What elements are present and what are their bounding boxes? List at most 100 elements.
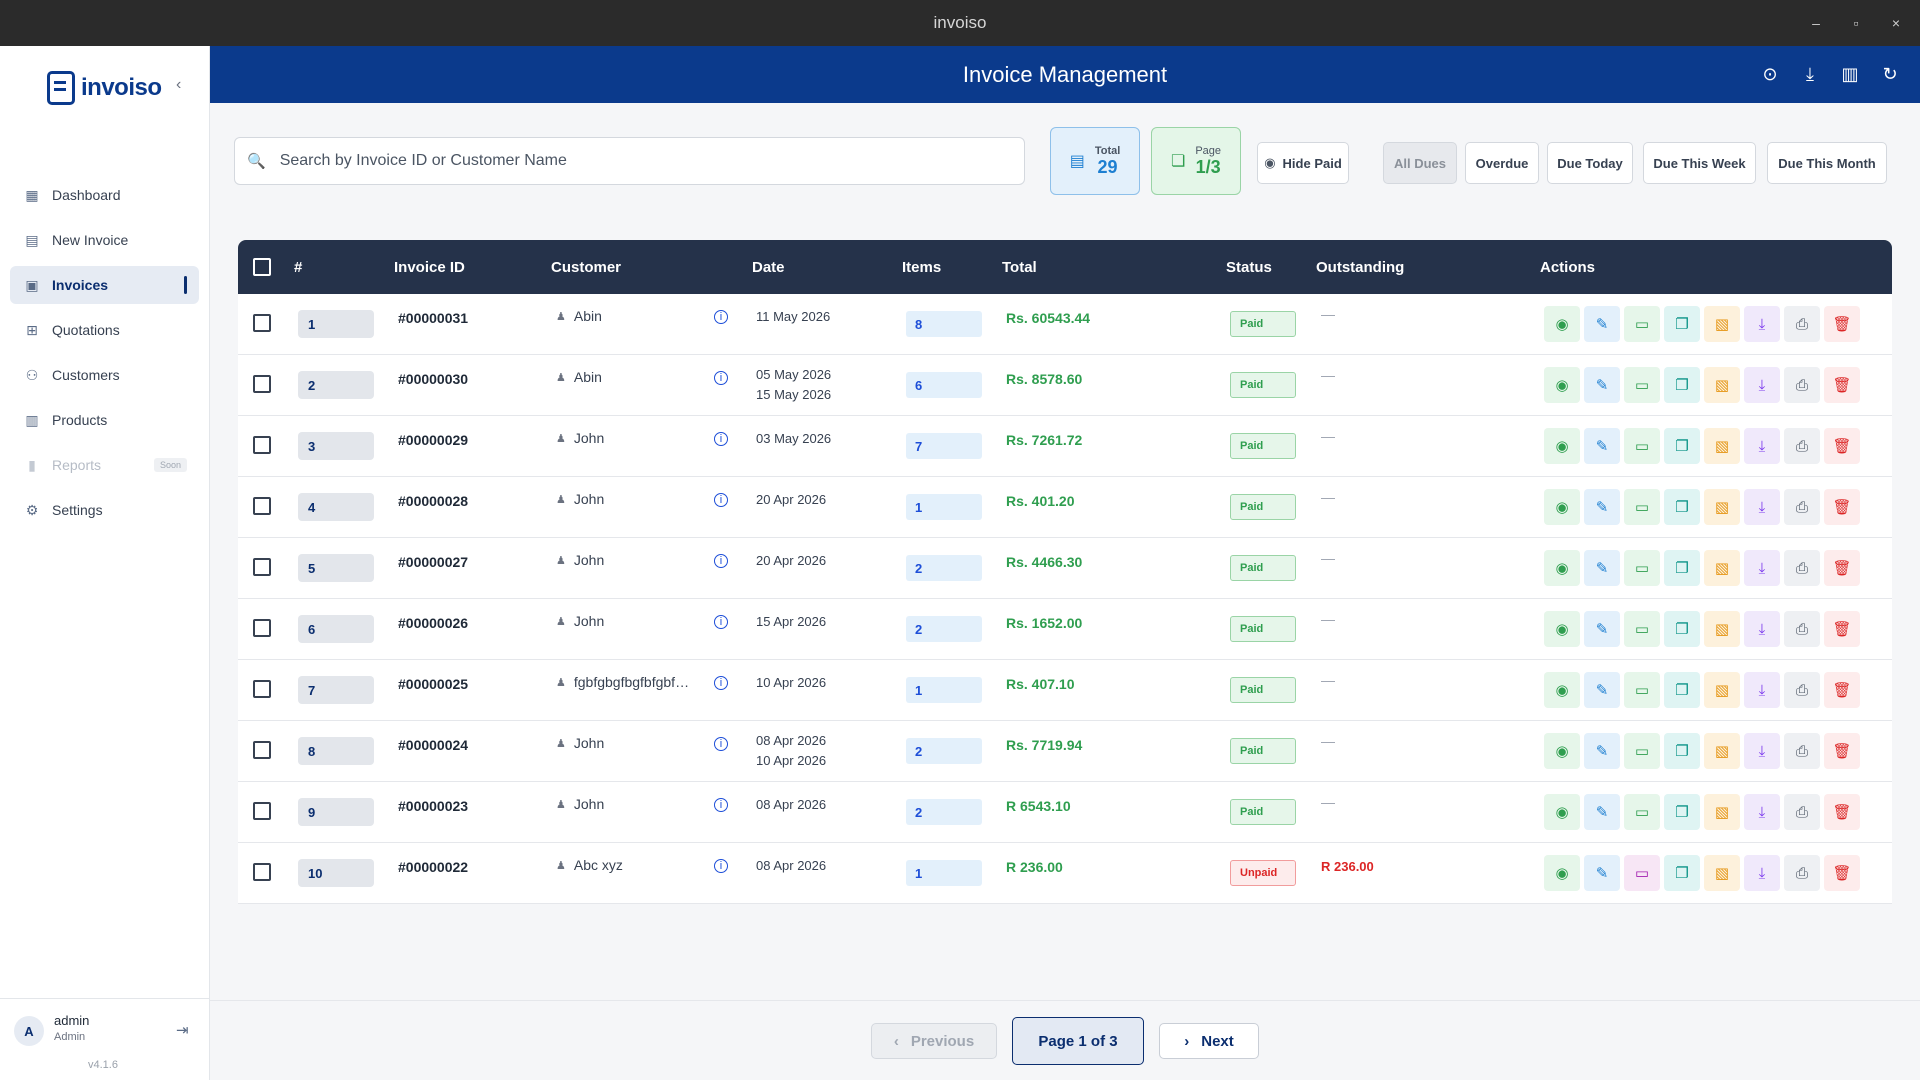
view-eye-icon[interactable]: ◉ (1544, 855, 1580, 891)
row-checkbox[interactable] (253, 619, 271, 637)
sidebar-item-customers[interactable]: ⚇ Customers (10, 356, 199, 394)
customer-info-icon[interactable]: i (714, 859, 728, 873)
download-pdf-icon[interactable]: ⤓ (1744, 855, 1780, 891)
edit-pencil-icon[interactable]: ✎ (1584, 306, 1620, 342)
payment-icon[interactable]: ▭ (1624, 672, 1660, 708)
customer-info-icon[interactable]: i (714, 676, 728, 690)
table-row[interactable]: 6 #00000026 ♟ John i 15 Apr 2026 2 Rs. 1652.00 P… (238, 599, 1892, 660)
edit-pencil-icon[interactable]: ✎ (1584, 489, 1620, 525)
hide-paid-button[interactable]: ◉ Hide Paid (1257, 142, 1349, 184)
sidebar-item-settings[interactable]: ⚙ Settings (10, 491, 199, 529)
table-row[interactable]: 4 #00000028 ♟ John i 20 Apr 2026 1 Rs. 401.20 Pa… (238, 477, 1892, 538)
print-icon[interactable]: ⎙ (1784, 855, 1820, 891)
duplicate-icon[interactable]: ❐ (1664, 794, 1700, 830)
filter-due-this-month[interactable]: Due This Month (1767, 142, 1887, 184)
sidebar-item-new-invoice[interactable]: ▤ New Invoice (10, 221, 199, 259)
row-checkbox[interactable] (253, 436, 271, 454)
download-pdf-icon[interactable]: ⤓ (1744, 733, 1780, 769)
print-icon[interactable]: ⎙ (1784, 794, 1820, 830)
payment-icon[interactable]: ▭ (1624, 855, 1660, 891)
download-pdf-icon[interactable]: ⤓ (1744, 306, 1780, 342)
table-row[interactable]: 2 #00000030 ♟ Abin i 05 May 2026 15 May 2026 6 R… (238, 355, 1892, 416)
minimize-icon[interactable]: – (1812, 15, 1820, 31)
delete-trash-icon[interactable]: 🗑 (1824, 794, 1860, 830)
view-eye-icon[interactable]: ◉ (1544, 611, 1580, 647)
refresh-icon[interactable]: ↻ (1882, 63, 1898, 84)
customer-info-icon[interactable]: i (714, 371, 728, 385)
view-eye-icon[interactable]: ◉ (1544, 672, 1580, 708)
export-image-icon[interactable]: ▧ (1704, 733, 1740, 769)
customer-info-icon[interactable]: i (714, 554, 728, 568)
customer-info-icon[interactable]: i (714, 432, 728, 446)
export-image-icon[interactable]: ▧ (1704, 306, 1740, 342)
download-pdf-icon[interactable]: ⤓ (1744, 489, 1780, 525)
export-image-icon[interactable]: ▧ (1704, 367, 1740, 403)
payment-icon[interactable]: ▭ (1624, 367, 1660, 403)
download-pdf-icon[interactable]: ⤓ (1744, 611, 1780, 647)
edit-pencil-icon[interactable]: ✎ (1584, 428, 1620, 464)
export-image-icon[interactable]: ▧ (1704, 794, 1740, 830)
download-pdf-icon[interactable]: ⤓ (1744, 794, 1780, 830)
print-icon[interactable]: ⎙ (1784, 489, 1820, 525)
print-icon[interactable]: ⎙ (1784, 550, 1820, 586)
payment-icon[interactable]: ▭ (1624, 733, 1660, 769)
filter-due-today[interactable]: Due Today (1547, 142, 1633, 184)
payment-icon[interactable]: ▭ (1624, 428, 1660, 464)
edit-pencil-icon[interactable]: ✎ (1584, 855, 1620, 891)
table-row[interactable]: 9 #00000023 ♟ John i 08 Apr 2026 2 R 6543.10 Pai… (238, 782, 1892, 843)
customer-info-icon[interactable]: i (714, 798, 728, 812)
download-pdf-icon[interactable]: ⤓ (1744, 367, 1780, 403)
sidebar-item-invoices[interactable]: ▣ Invoices (10, 266, 199, 304)
sidebar-item-products[interactable]: ▥ Products (10, 401, 199, 439)
print-icon[interactable]: ⎙ (1784, 428, 1820, 464)
print-icon[interactable]: ⎙ (1784, 611, 1820, 647)
row-checkbox[interactable] (253, 497, 271, 515)
row-checkbox[interactable] (253, 741, 271, 759)
print-icon[interactable]: ⎙ (1784, 733, 1820, 769)
maximize-icon[interactable]: ▫ (1853, 15, 1859, 31)
payment-icon[interactable]: ▭ (1624, 611, 1660, 647)
delete-trash-icon[interactable]: 🗑 (1824, 428, 1860, 464)
row-checkbox[interactable] (253, 863, 271, 881)
import-icon[interactable]: ⊙ (1762, 63, 1778, 84)
duplicate-icon[interactable]: ❐ (1664, 306, 1700, 342)
bulk-delete-icon[interactable]: ▥ (1841, 63, 1859, 84)
export-image-icon[interactable]: ▧ (1704, 489, 1740, 525)
duplicate-icon[interactable]: ❐ (1664, 733, 1700, 769)
table-row[interactable]: 1 #00000031 ♟ Abin i 11 May 2026 8 Rs. 60543.44… (238, 294, 1892, 355)
view-eye-icon[interactable]: ◉ (1544, 367, 1580, 403)
close-icon[interactable]: × (1891, 15, 1901, 31)
print-icon[interactable]: ⎙ (1784, 306, 1820, 342)
sidebar-item-dashboard[interactable]: ▦ Dashboard (10, 176, 199, 214)
filter-all-dues[interactable]: All Dues (1383, 142, 1457, 184)
payment-icon[interactable]: ▭ (1624, 489, 1660, 525)
duplicate-icon[interactable]: ❐ (1664, 611, 1700, 647)
customer-info-icon[interactable]: i (714, 493, 728, 507)
download-pdf-icon[interactable]: ⤓ (1744, 672, 1780, 708)
row-checkbox[interactable] (253, 802, 271, 820)
edit-pencil-icon[interactable]: ✎ (1584, 794, 1620, 830)
edit-pencil-icon[interactable]: ✎ (1584, 733, 1620, 769)
export-image-icon[interactable]: ▧ (1704, 428, 1740, 464)
delete-trash-icon[interactable]: 🗑 (1824, 611, 1860, 647)
table-row[interactable]: 3 #00000029 ♟ John i 03 May 2026 7 Rs. 7261.72 P… (238, 416, 1892, 477)
print-icon[interactable]: ⎙ (1784, 367, 1820, 403)
logout-icon[interactable]: ⇥ (176, 1022, 189, 1039)
duplicate-icon[interactable]: ❐ (1664, 855, 1700, 891)
table-row[interactable]: 5 #00000027 ♟ John i 20 Apr 2026 2 Rs. 4466.30 P… (238, 538, 1892, 599)
payment-icon[interactable]: ▭ (1624, 794, 1660, 830)
download-pdf-icon[interactable]: ⤓ (1744, 428, 1780, 464)
download-pdf-icon[interactable]: ⤓ (1744, 550, 1780, 586)
delete-trash-icon[interactable]: 🗑 (1824, 672, 1860, 708)
filter-overdue[interactable]: Overdue (1465, 142, 1539, 184)
sidebar-item-quotations[interactable]: ⊞ Quotations (10, 311, 199, 349)
customer-info-icon[interactable]: i (714, 615, 728, 629)
duplicate-icon[interactable]: ❐ (1664, 367, 1700, 403)
delete-trash-icon[interactable]: 🗑 (1824, 489, 1860, 525)
edit-pencil-icon[interactable]: ✎ (1584, 367, 1620, 403)
row-checkbox[interactable] (253, 558, 271, 576)
payment-icon[interactable]: ▭ (1624, 550, 1660, 586)
delete-trash-icon[interactable]: 🗑 (1824, 306, 1860, 342)
edit-pencil-icon[interactable]: ✎ (1584, 611, 1620, 647)
duplicate-icon[interactable]: ❐ (1664, 428, 1700, 464)
